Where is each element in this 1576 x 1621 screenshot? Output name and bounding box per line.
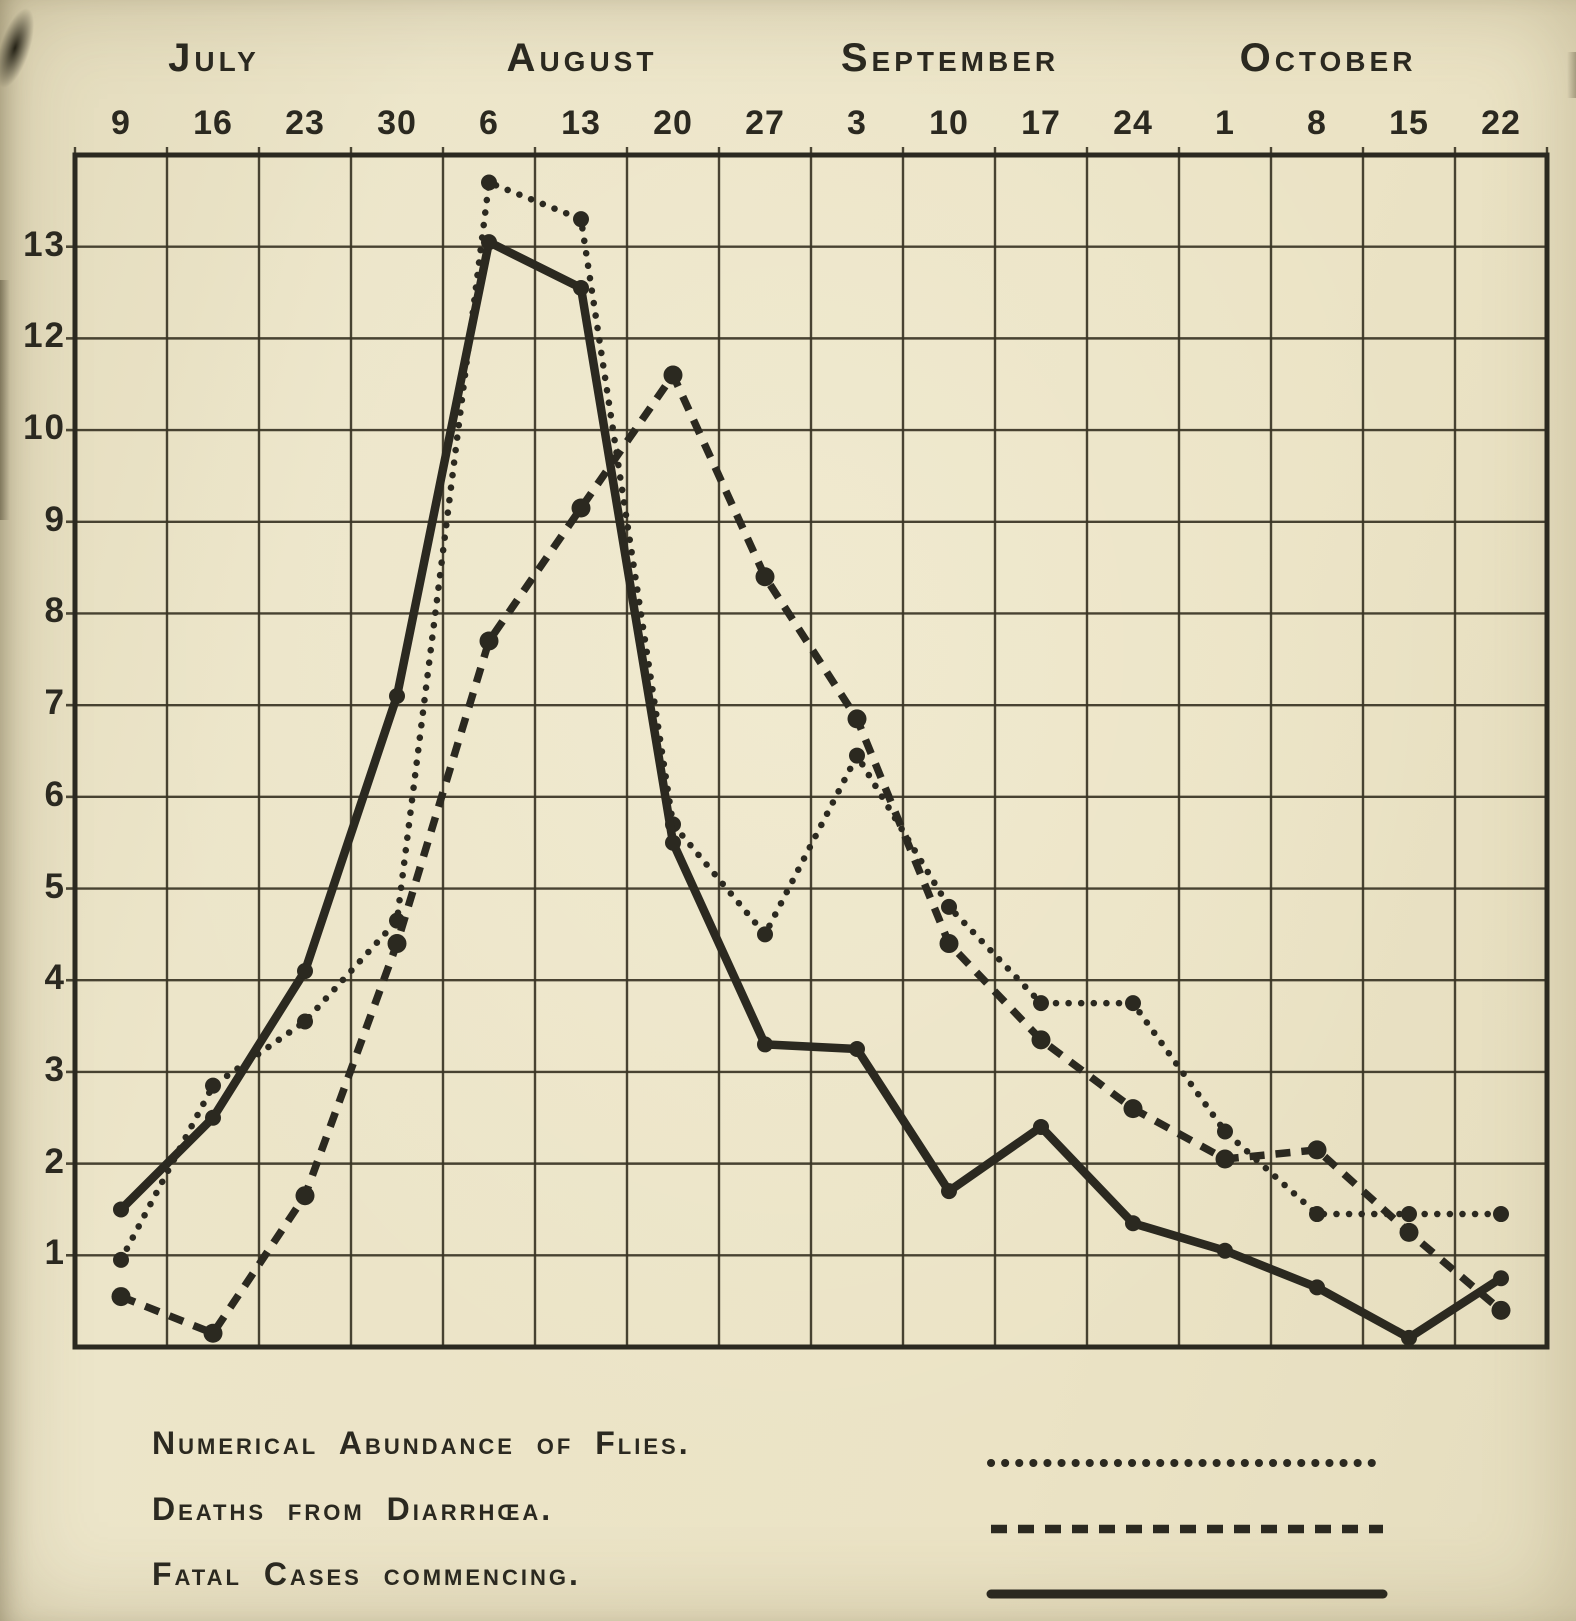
x-tick-label: 1	[1215, 104, 1235, 142]
x-tick-label: 8	[1307, 104, 1327, 142]
x-tick-label: 27	[745, 104, 785, 142]
data-point-dashed	[111, 1287, 131, 1307]
legend-swatch-dotted	[987, 1459, 1387, 1467]
data-point-solid	[1493, 1270, 1509, 1287]
legend-swatch-dashed	[991, 1524, 1383, 1534]
data-point-dashed	[479, 631, 499, 651]
y-tick-label: 12	[23, 316, 66, 356]
x-tick-label: 20	[653, 104, 693, 142]
data-point-solid	[389, 687, 405, 704]
x-tick-label: 13	[561, 104, 601, 142]
month-label-october: October	[1239, 36, 1417, 80]
x-tick-label: 24	[1113, 104, 1153, 142]
data-point-dashed	[1123, 1099, 1143, 1119]
data-point-solid	[481, 234, 497, 251]
data-point-dashed	[571, 498, 591, 518]
data-point-dashed	[387, 934, 407, 954]
data-point-dashed	[847, 709, 867, 729]
data-point-dotted	[849, 747, 865, 764]
legend-swatch-solid	[986, 1589, 1388, 1599]
data-point-dotted	[573, 211, 589, 228]
data-point-solid	[297, 963, 313, 980]
legend-label: Fatal Cases commencing.	[152, 1556, 581, 1592]
data-point-dashed	[1399, 1222, 1419, 1242]
y-tick-label: 2	[44, 1141, 66, 1181]
x-tick-label: 16	[193, 104, 233, 142]
y-tick-label: 5	[44, 866, 66, 906]
data-point-solid	[941, 1183, 957, 1200]
data-point-dashed	[663, 365, 683, 385]
data-point-solid	[1401, 1329, 1417, 1346]
data-point-dotted	[389, 912, 405, 929]
data-point-dashed	[1491, 1300, 1511, 1320]
data-point-dotted	[757, 926, 773, 943]
y-tick-label: 9	[44, 499, 66, 539]
data-point-dotted	[1125, 995, 1141, 1012]
y-tick-label: 1	[44, 1233, 66, 1273]
data-point-dotted	[1493, 1206, 1509, 1223]
data-point-dotted	[1401, 1206, 1417, 1223]
data-point-dashed	[939, 934, 959, 954]
data-point-dashed	[755, 567, 775, 587]
data-point-dotted	[205, 1077, 221, 1094]
data-point-solid	[1125, 1215, 1141, 1232]
plot-frame	[72, 152, 1550, 1350]
data-point-solid	[205, 1109, 221, 1126]
x-tick-label: 23	[285, 104, 325, 142]
x-tick-label: 15	[1389, 104, 1429, 142]
data-point-solid	[1217, 1242, 1233, 1259]
data-point-dashed	[203, 1323, 223, 1343]
data-point-solid	[113, 1201, 129, 1218]
x-tick-label: 3	[847, 104, 867, 142]
data-point-dotted	[113, 1251, 129, 1268]
data-point-dotted	[941, 898, 957, 915]
y-tick-label: 4	[44, 958, 66, 998]
legend-label: Numerical Abundance of Flies.	[152, 1425, 691, 1461]
y-tick-label: 6	[44, 774, 66, 814]
data-point-solid	[849, 1041, 865, 1057]
data-point-dashed	[1215, 1149, 1235, 1169]
data-point-solid	[757, 1036, 773, 1053]
x-tick-label: 6	[479, 104, 499, 142]
x-tick-label: 9	[111, 104, 131, 142]
y-tick-label: 10	[23, 408, 66, 448]
y-tick-label: 8	[44, 591, 66, 631]
data-point-solid	[573, 279, 589, 296]
y-tick-label: 3	[44, 1049, 66, 1089]
data-point-solid	[1309, 1279, 1325, 1296]
month-label-september: September	[840, 36, 1060, 80]
month-label-august: August	[506, 36, 658, 80]
data-point-dotted	[1309, 1206, 1325, 1223]
data-point-dotted	[297, 1013, 313, 1030]
series-line-dotted	[117, 179, 1505, 1264]
data-point-dashed	[295, 1186, 315, 1206]
x-tick-label: 22	[1481, 104, 1521, 142]
data-point-dotted	[1217, 1123, 1233, 1140]
legend-label: Deaths from Diarrhœa.	[152, 1491, 554, 1527]
data-point-dotted	[481, 174, 497, 191]
series-line-dashed	[119, 371, 1504, 1337]
y-tick-label: 7	[44, 683, 66, 723]
x-tick-label: 10	[929, 104, 969, 142]
month-label-july: July	[168, 36, 260, 80]
x-tick-label: 17	[1021, 104, 1061, 142]
data-point-dashed	[1307, 1140, 1327, 1160]
data-point-solid	[1033, 1118, 1049, 1135]
y-tick-label: 13	[23, 224, 66, 264]
data-point-dotted	[1033, 995, 1049, 1012]
x-tick-label: 30	[377, 104, 417, 142]
series-line-solid	[116, 237, 1506, 1343]
data-point-solid	[665, 834, 681, 851]
data-point-dashed	[1031, 1030, 1051, 1050]
